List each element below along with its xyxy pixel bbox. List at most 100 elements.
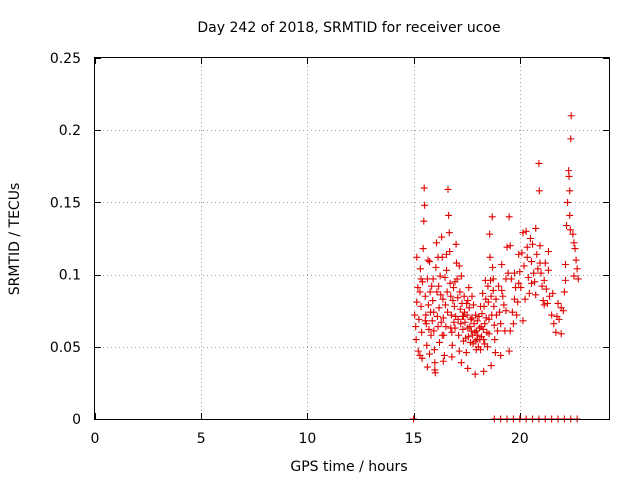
data-point — [567, 112, 575, 120]
data-point — [452, 240, 460, 248]
data-point — [455, 347, 463, 355]
data-point — [416, 265, 424, 273]
grid-lines — [95, 58, 609, 419]
data-point — [419, 245, 427, 253]
data-point — [506, 327, 514, 335]
data-point — [444, 308, 452, 316]
data-point — [523, 243, 531, 251]
data-point — [416, 288, 424, 296]
data-point — [472, 346, 480, 354]
data-point — [433, 288, 441, 296]
data-point — [522, 227, 530, 235]
data-point — [441, 301, 449, 309]
y-tick-label: 0.15 — [50, 195, 81, 211]
data-point — [515, 279, 523, 287]
y-axis-title: SRMTID / TECUs — [7, 183, 23, 296]
data-point — [426, 258, 434, 266]
data-point — [448, 353, 456, 361]
data-point — [468, 314, 476, 322]
data-point — [498, 286, 506, 294]
data-point — [519, 317, 527, 325]
data-point — [506, 242, 514, 250]
data-point — [435, 304, 443, 312]
data-point — [486, 230, 494, 238]
data-point — [431, 366, 439, 374]
data-point — [573, 265, 581, 273]
data-point — [447, 311, 455, 319]
data-point — [468, 292, 476, 300]
data-point — [549, 289, 557, 297]
data-point — [424, 301, 432, 309]
data-point — [484, 298, 492, 306]
data-point — [534, 265, 542, 273]
data-point — [531, 278, 539, 286]
data-point — [433, 312, 441, 320]
data-point — [422, 311, 430, 319]
data-point — [471, 370, 479, 378]
data-point — [443, 288, 451, 296]
data-point — [503, 243, 511, 251]
y-tick-label: 0 — [72, 412, 81, 428]
data-point — [464, 333, 472, 341]
data-point — [474, 331, 482, 339]
data-point — [429, 297, 437, 305]
data-point — [570, 272, 578, 280]
data-point — [481, 340, 489, 348]
data-point — [537, 269, 545, 277]
data-point — [530, 269, 538, 277]
data-point — [543, 299, 551, 307]
data-point — [497, 320, 505, 328]
data-point — [504, 269, 512, 277]
data-point — [486, 253, 494, 261]
data-point — [519, 229, 527, 237]
data-point — [564, 198, 572, 206]
data-point — [552, 328, 560, 336]
data-point — [489, 263, 497, 271]
data-point — [525, 289, 533, 297]
data-point — [432, 263, 440, 271]
data-point — [451, 278, 459, 286]
data-point — [495, 282, 503, 290]
data-point — [507, 275, 515, 283]
data-point — [532, 291, 540, 299]
data-point — [535, 159, 543, 167]
data-point — [434, 323, 442, 331]
data-point — [450, 318, 458, 326]
data-point — [457, 320, 465, 328]
data-point — [422, 320, 430, 328]
data-point — [521, 295, 529, 303]
data-point — [533, 250, 541, 258]
data-point — [471, 337, 479, 345]
data-point — [460, 312, 468, 320]
data-point — [485, 315, 493, 323]
data-point — [439, 295, 447, 303]
data-point — [455, 331, 463, 339]
data-point — [475, 312, 483, 320]
data-point — [492, 311, 500, 319]
data-point — [554, 299, 562, 307]
data-point — [472, 327, 480, 335]
data-point — [491, 336, 499, 344]
data-point — [535, 187, 543, 195]
data-point — [490, 321, 498, 329]
data-point — [417, 275, 425, 283]
data-point — [447, 324, 455, 332]
data-point — [426, 288, 434, 296]
data-point — [574, 275, 582, 283]
data-point — [540, 301, 548, 309]
data-point — [436, 272, 444, 280]
data-point — [536, 242, 544, 250]
data-point — [462, 349, 470, 357]
data-point — [418, 328, 426, 336]
data-point — [424, 256, 432, 264]
x-tick-label: 20 — [511, 431, 529, 447]
data-points — [410, 112, 582, 423]
data-point — [446, 247, 454, 255]
data-point — [526, 235, 534, 242]
data-point — [412, 323, 420, 331]
data-point — [445, 229, 453, 237]
data-point — [509, 320, 517, 328]
data-point — [553, 312, 561, 320]
data-point — [487, 292, 495, 300]
data-point — [488, 213, 496, 221]
